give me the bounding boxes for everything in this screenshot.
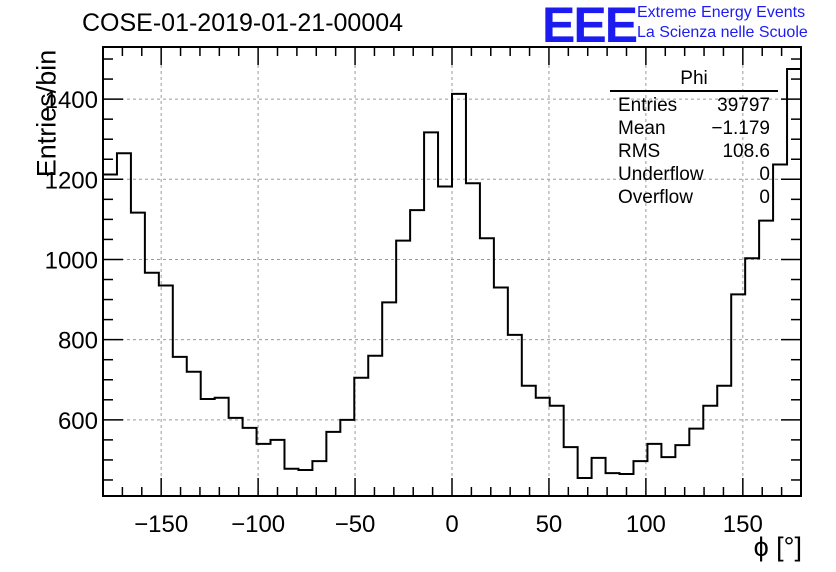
x-axis-label: ϕ [°] — [753, 532, 802, 562]
x-tick-label: 50 — [536, 511, 563, 538]
y-axis-label: Entries/bin — [31, 49, 62, 178]
y-tick-label: 1400 — [45, 87, 98, 114]
stats-value: −1.179 — [711, 118, 770, 139]
stats-label: Mean — [618, 118, 666, 139]
y-tick-label: 600 — [58, 408, 98, 435]
eee-logo-mark: EEE — [542, 0, 638, 53]
histogram-line — [103, 68, 801, 479]
stats-label: RMS — [618, 141, 661, 162]
y-tick-label: 1000 — [45, 247, 98, 274]
x-tick-label: −150 — [134, 511, 188, 538]
x-tick-label: −50 — [335, 511, 376, 538]
stats-label: Overflow — [618, 187, 693, 208]
x-tick-label: 150 — [723, 511, 763, 538]
axis-tick-labels: −150 −100 −50 0 50 100 150 600 800 1000 1200 1400 — [45, 87, 763, 538]
stats-row-mean: Mean −1.179 — [610, 117, 778, 140]
axis-ticks — [102, 47, 802, 496]
stats-row-rms: RMS 108.6 — [610, 140, 778, 163]
logo-line-2: La Scienza nelle Scuole — [637, 24, 808, 41]
x-tick-label: 100 — [626, 511, 666, 538]
x-tick-label: −100 — [231, 511, 285, 538]
stats-row-underflow: Underflow 0 — [610, 163, 778, 186]
plot-frame — [102, 46, 802, 497]
x-tick-label: 0 — [445, 511, 458, 538]
stats-box-title: Phi — [610, 68, 778, 92]
stats-value: 0 — [759, 164, 770, 185]
y-tick-label: 800 — [58, 328, 98, 355]
stats-value: 108.6 — [722, 141, 770, 162]
stats-value: 39797 — [717, 95, 770, 116]
stats-row-overflow: Overflow 0 — [610, 186, 778, 209]
stats-row-entries: Entries 39797 — [610, 94, 778, 117]
stats-label: Underflow — [618, 164, 704, 185]
stats-label: Entries — [618, 95, 678, 116]
chart-title: COSE-01-2019-01-21-00004 — [82, 9, 404, 37]
logo-line-1: Extreme Energy Events — [637, 4, 806, 21]
eee-logo-text: Extreme Energy Events La Scienza nelle S… — [637, 3, 808, 43]
y-tick-label: 1200 — [45, 167, 98, 194]
stats-value: 0 — [759, 187, 770, 208]
stats-box: Phi Entries 39797 Mean −1.179 RMS 108.6 … — [610, 68, 778, 209]
